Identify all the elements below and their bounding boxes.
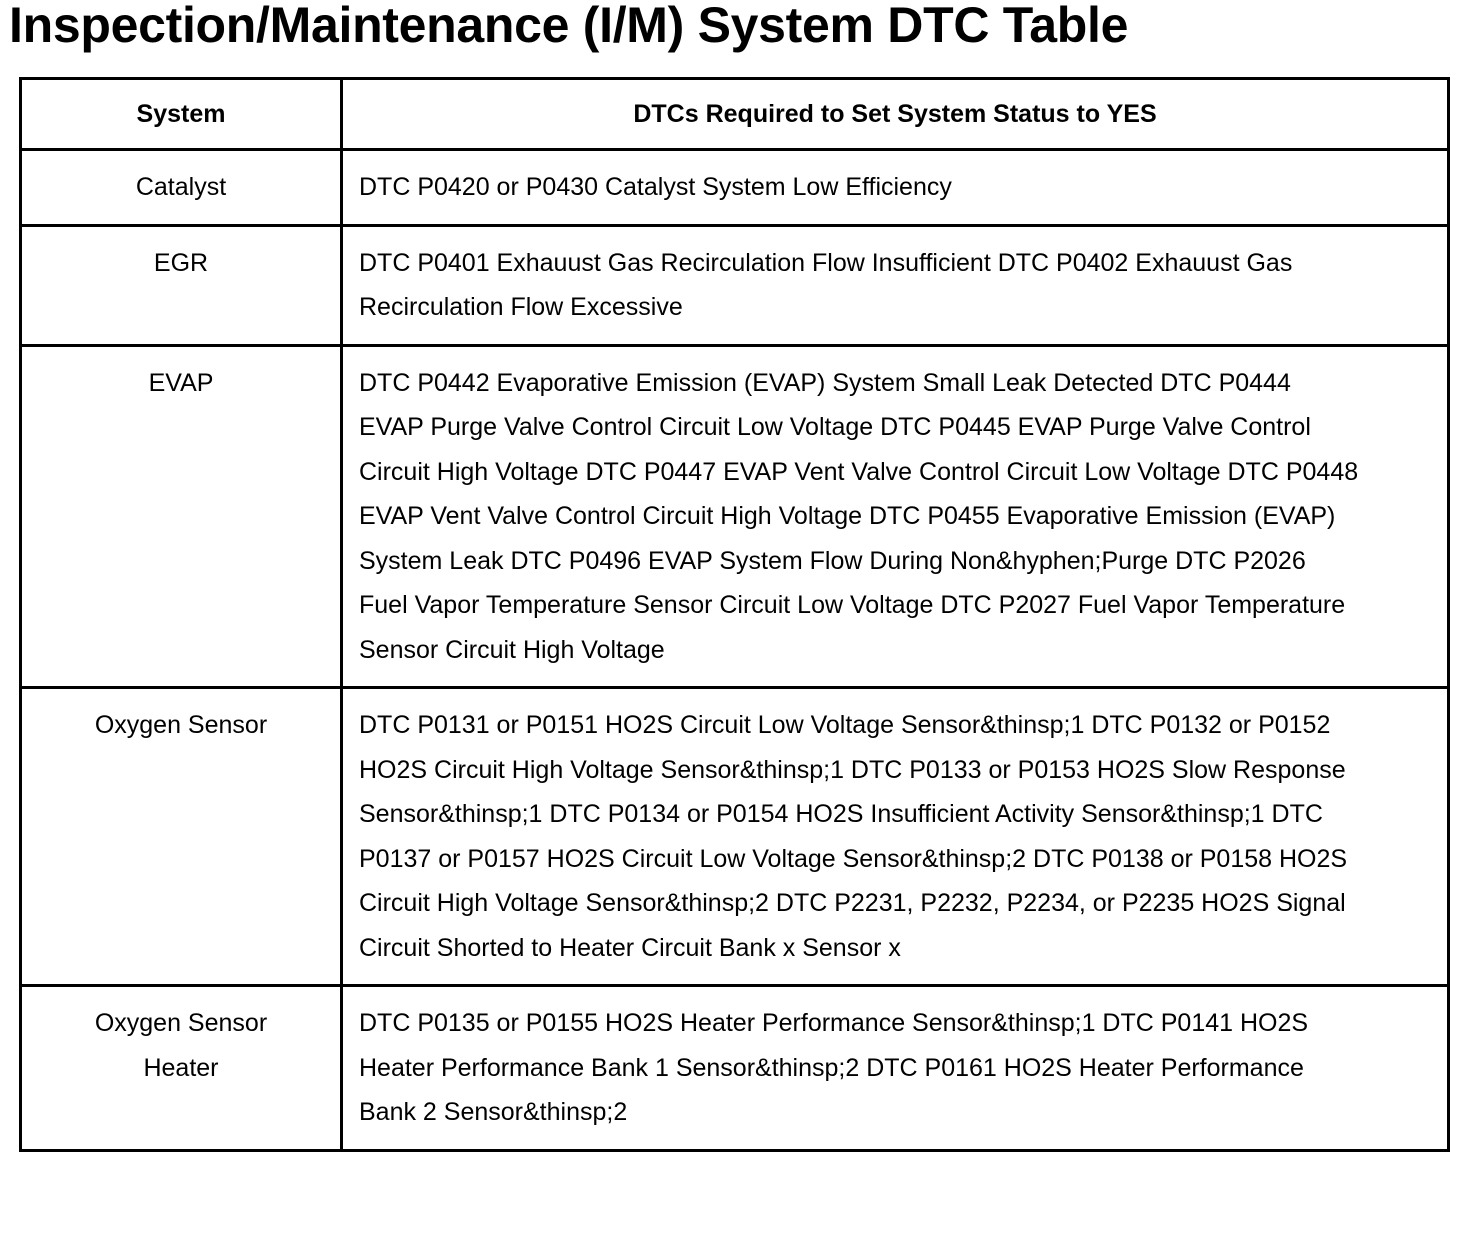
dtc-text: DTC P0442 Evaporative Emission (EVAP) Sy… <box>359 368 1359 664</box>
dtc-cell: DTC P0401 Exhauust Gas Recirculation Flo… <box>340 223 1450 347</box>
system-cell: EVAP <box>19 343 343 689</box>
dtc-cell: DTC P0131 or P0151 HO2S Circuit Low Volt… <box>340 686 1450 987</box>
system-cell: Oxygen Sensor <box>19 686 343 987</box>
header-dtcs: DTCs Required to Set System Status to YE… <box>340 77 1450 151</box>
dtc-text: DTC P0135 or P0155 HO2S Heater Performan… <box>359 1009 1309 1126</box>
dtc-text: DTC P0131 or P0151 HO2S Circuit Low Volt… <box>359 711 1348 962</box>
table-row: Catalyst DTC P0420 or P0430 Catalyst Sys… <box>19 148 1450 227</box>
dtc-text: DTC P0420 or P0430 Catalyst System Low E… <box>359 173 952 201</box>
system-cell: Catalyst <box>19 148 343 227</box>
system-cell: EGR <box>19 223 343 347</box>
table-row: EVAP DTC P0442 Evaporative Emission (EVA… <box>19 343 1450 689</box>
system-cell: Oxygen Sensor Heater <box>19 984 343 1152</box>
header-system: System <box>19 77 343 151</box>
dtc-cell: DTC P0442 Evaporative Emission (EVAP) Sy… <box>340 343 1450 689</box>
table-header-row: System DTCs Required to Set System Statu… <box>19 77 1450 151</box>
dtc-text: DTC P0401 Exhauust Gas Recirculation Flo… <box>359 248 1293 322</box>
dtc-cell: DTC P0420 or P0430 Catalyst System Low E… <box>340 148 1450 227</box>
system-text: Oxygen Sensor Heater <box>94 1009 268 1082</box>
dtc-cell: DTC P0135 or P0155 HO2S Heater Performan… <box>340 984 1450 1152</box>
dtc-table: System DTCs Required to Set System Statu… <box>19 77 1450 1152</box>
table-row: EGR DTC P0401 Exhauust Gas Recirculation… <box>19 223 1450 347</box>
table-row: Oxygen Sensor Heater DTC P0135 or P0155 … <box>19 984 1450 1152</box>
page-title: Inspection/Maintenance (I/M) System DTC … <box>9 0 1129 53</box>
table-row: Oxygen Sensor DTC P0131 or P0151 HO2S Ci… <box>19 686 1450 987</box>
